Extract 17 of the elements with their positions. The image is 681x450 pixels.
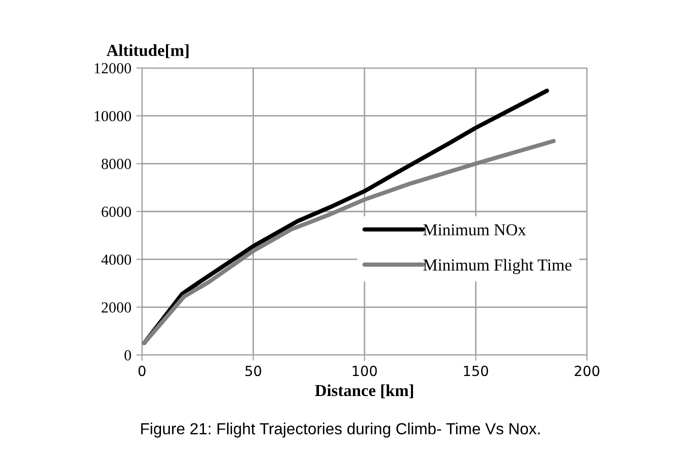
y-axis-title: Altitude[m]	[106, 44, 188, 58]
x-axis-title: Distance [km]	[315, 384, 414, 398]
x-tick-label: 100	[352, 366, 377, 376]
legend-label: Minimum NOx	[423, 224, 526, 236]
x-tick-label: 200	[574, 366, 600, 376]
x-tick-label: 150	[464, 366, 488, 376]
legend-label: Minimum Flight Time	[423, 258, 572, 274]
x-tick-label: 50	[245, 366, 262, 376]
y-tick-label: 12000	[94, 63, 131, 74]
y-tick-label: 8000	[102, 158, 131, 170]
y-tick-label: 2000	[102, 302, 131, 313]
caption: Figure 21: Flight Trajectories during Climb- Time Vs Nox.	[141, 422, 540, 438]
y-tick-label: 10000	[94, 110, 131, 122]
y-tick-label: 6000	[102, 206, 131, 217]
x-tick-label: 0	[138, 366, 146, 376]
y-tick-label: 4000	[101, 254, 131, 265]
y-tick-label: 0	[124, 350, 131, 360]
